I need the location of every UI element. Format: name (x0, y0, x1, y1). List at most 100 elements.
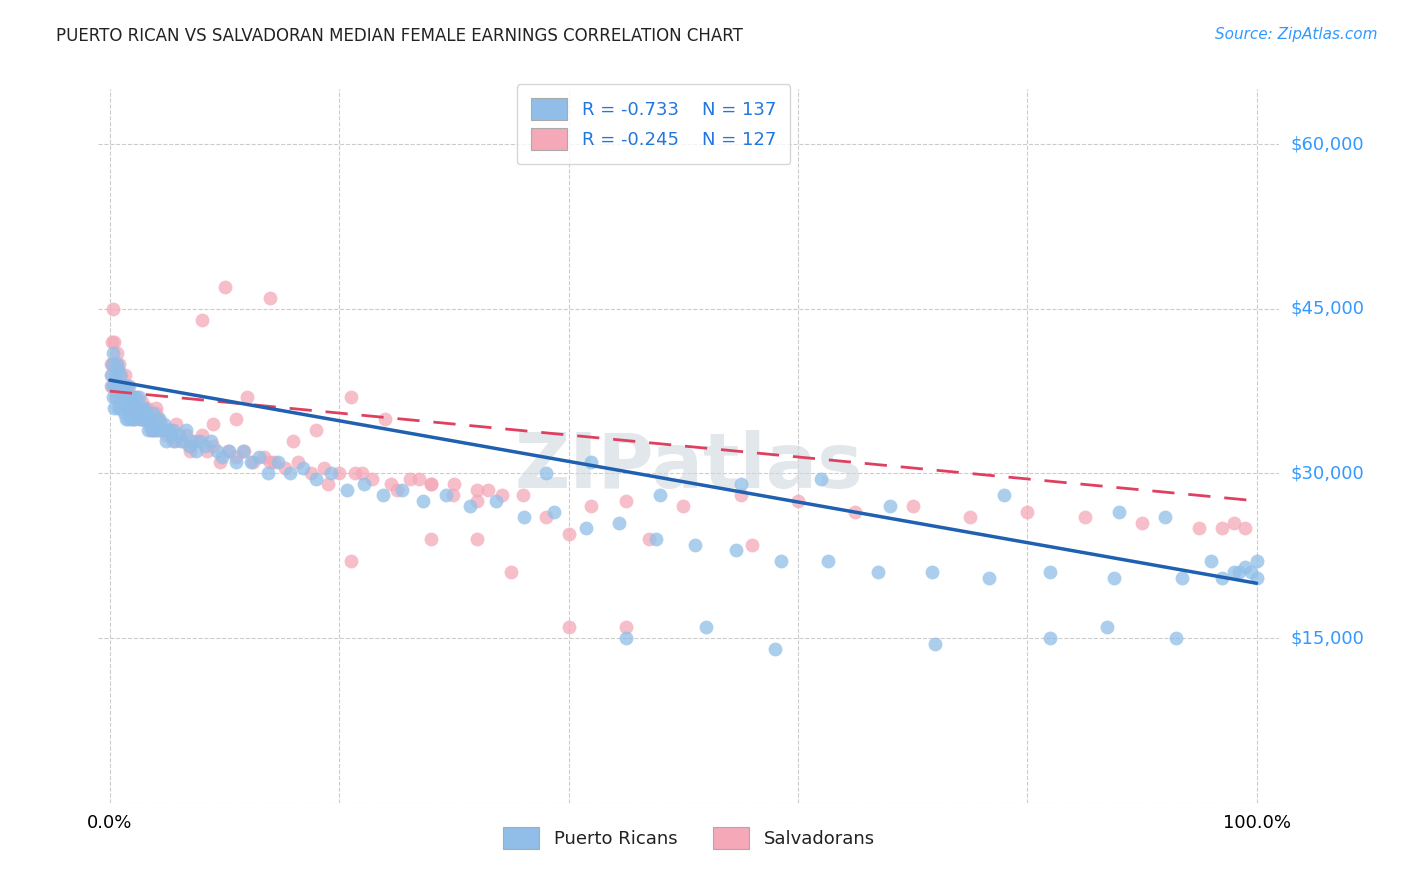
Point (104, 390, 127, 404)
Point (741, 538, 763, 552)
Point (263, 455, 285, 469)
Point (730, 477, 752, 491)
Point (128, 401, 150, 415)
Point (844, 505, 866, 519)
Point (138, 417, 160, 431)
Point (534, 510, 557, 524)
Text: PUERTO RICAN VS SALVADORAN MEDIAN FEMALE EARNINGS CORRELATION CHART: PUERTO RICAN VS SALVADORAN MEDIAN FEMALE… (56, 27, 744, 45)
Point (103, 378, 125, 392)
Point (103, 401, 125, 415)
Point (157, 423, 180, 437)
Point (979, 571, 1001, 585)
Point (120, 411, 142, 425)
Point (259, 455, 281, 469)
Point (108, 390, 131, 404)
Point (443, 477, 465, 491)
Point (132, 411, 155, 425)
Point (174, 423, 197, 437)
Point (202, 417, 225, 431)
Point (232, 444, 254, 458)
Point (458, 500, 481, 514)
Point (108, 401, 131, 415)
Point (179, 439, 201, 453)
Point (557, 526, 579, 541)
Point (374, 411, 396, 425)
Point (259, 291, 281, 305)
Point (167, 428, 190, 442)
Point (172, 434, 194, 448)
Point (247, 450, 270, 464)
Point (142, 423, 165, 437)
Point (150, 417, 173, 431)
Point (114, 368, 136, 382)
Point (225, 450, 247, 464)
Point (134, 401, 156, 415)
Point (485, 494, 508, 508)
Point (115, 390, 138, 404)
Point (214, 280, 236, 294)
Point (103, 378, 125, 392)
Point (730, 488, 752, 502)
Point (211, 450, 233, 464)
Point (105, 345, 128, 359)
Point (181, 434, 204, 448)
Point (1240, 566, 1263, 580)
Point (104, 390, 127, 404)
Point (138, 411, 160, 425)
Point (103, 345, 125, 359)
Point (145, 411, 167, 425)
Point (225, 455, 247, 469)
Text: $30,000: $30,000 (1291, 465, 1364, 483)
Point (314, 461, 336, 475)
Point (1211, 521, 1233, 535)
Point (131, 401, 153, 415)
Point (139, 417, 162, 431)
Point (148, 411, 170, 425)
Point (1097, 620, 1119, 634)
Point (125, 406, 148, 420)
Point (162, 423, 184, 437)
Point (128, 411, 150, 425)
Point (1153, 510, 1175, 524)
Point (650, 488, 672, 502)
Point (100, 368, 122, 382)
Point (763, 642, 786, 657)
Point (465, 494, 488, 508)
Point (134, 411, 156, 425)
Point (200, 434, 222, 448)
Point (104, 368, 127, 382)
Point (121, 411, 143, 425)
Point (143, 423, 166, 437)
Point (118, 378, 141, 392)
Point (112, 406, 135, 420)
Point (148, 411, 170, 425)
Point (305, 423, 328, 437)
Point (155, 428, 177, 442)
Point (135, 401, 157, 415)
Point (114, 401, 136, 415)
Point (145, 401, 167, 415)
Point (159, 428, 181, 442)
Point (100, 357, 122, 371)
Point (810, 472, 832, 486)
Point (115, 401, 138, 415)
Point (695, 620, 717, 634)
Point (336, 483, 359, 497)
Point (287, 455, 309, 469)
Point (177, 439, 200, 453)
Point (124, 411, 146, 425)
Point (267, 455, 290, 469)
Point (100, 378, 122, 392)
Point (118, 390, 141, 404)
Point (879, 500, 901, 514)
Point (190, 434, 212, 448)
Point (344, 467, 367, 481)
Point (101, 368, 124, 382)
Point (117, 378, 139, 392)
Point (129, 411, 152, 425)
Point (408, 472, 430, 486)
Point (1166, 631, 1188, 645)
Point (108, 378, 131, 392)
Point (194, 439, 217, 453)
Point (274, 461, 297, 475)
